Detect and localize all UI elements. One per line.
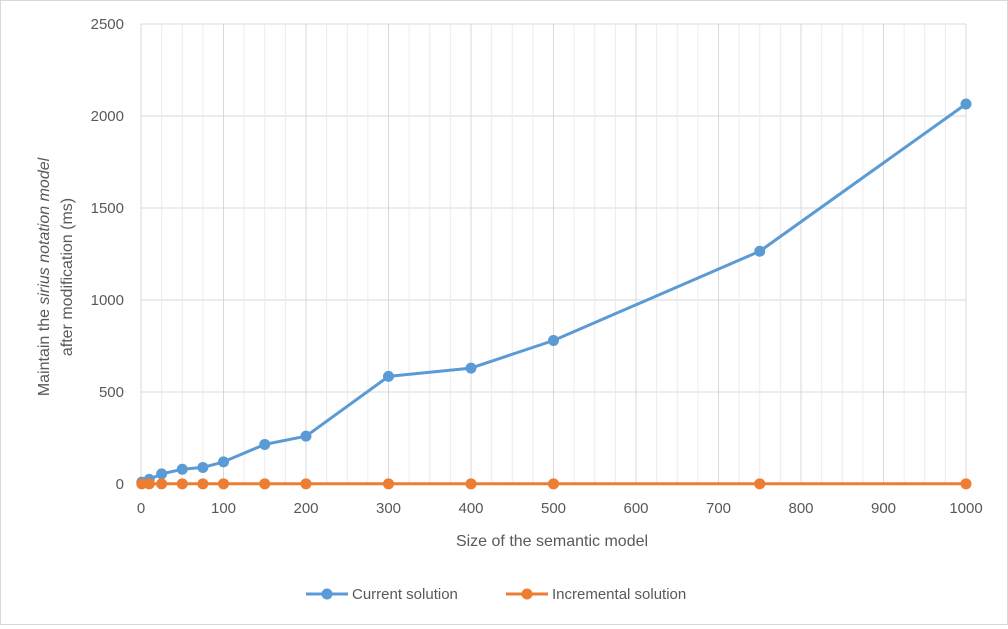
data-point — [197, 478, 209, 490]
x-axis-ticks: 0 100 200 300 400 500 600 700 800 900 1000 — [137, 500, 983, 517]
data-point — [197, 461, 209, 473]
y-tick-label: 1000 — [91, 292, 124, 309]
x-tick-label: 900 — [871, 500, 896, 517]
data-point — [960, 98, 972, 110]
y-tick-label: 1500 — [91, 200, 124, 217]
series-2 — [136, 478, 972, 490]
data-point — [156, 468, 168, 480]
x-tick-label: 300 — [376, 500, 401, 517]
data-point — [754, 478, 766, 490]
y-tick-label: 0 — [116, 476, 124, 493]
y-axis-ticks: 0 500 1000 1500 2000 2500 — [91, 16, 124, 493]
x-tick-label: 400 — [458, 500, 483, 517]
data-point — [383, 478, 394, 490]
x-tick-label: 0 — [137, 500, 145, 517]
data-point — [259, 438, 271, 450]
data-point — [383, 370, 394, 382]
grid-lines — [140, 23, 967, 485]
data-point — [548, 478, 559, 490]
x-tick-label: 100 — [211, 500, 236, 517]
x-tick-label: 1000 — [949, 500, 982, 517]
data-point — [218, 456, 229, 468]
data-point — [960, 478, 972, 490]
data-point — [259, 478, 271, 490]
legend-label: Current solution — [352, 586, 458, 603]
x-axis-title: Size of the semantic model — [456, 533, 648, 550]
x-tick-label: 200 — [293, 500, 318, 517]
y-tick-label: 500 — [99, 384, 124, 401]
legend-marker — [521, 588, 533, 600]
series-layer — [136, 98, 972, 490]
legend: Current solution Incremental solution — [306, 586, 686, 603]
data-point — [156, 478, 168, 490]
legend-marker — [321, 588, 333, 600]
y-tick-label: 2000 — [91, 108, 124, 125]
x-tick-label: 800 — [788, 500, 813, 517]
y-tick-label: 2500 — [91, 16, 124, 33]
data-point — [176, 463, 188, 475]
legend-item: Current solution — [306, 586, 458, 603]
y-axis-title-line-2: after modification (ms) — [59, 198, 76, 356]
data-point — [176, 478, 188, 490]
legend-label: Incremental solution — [552, 586, 686, 603]
legend-item: Incremental solution — [506, 586, 686, 603]
data-point — [300, 430, 312, 442]
data-point — [300, 478, 312, 490]
data-point — [465, 362, 477, 374]
data-point — [754, 245, 766, 257]
y-axis-title-line-1: Maintain the sirius notation model — [36, 157, 53, 396]
data-point — [218, 478, 229, 490]
data-point — [548, 334, 559, 346]
x-tick-label: 700 — [706, 500, 731, 517]
x-tick-label: 600 — [623, 500, 648, 517]
data-point — [143, 478, 155, 490]
x-tick-label: 500 — [541, 500, 566, 517]
data-point — [465, 478, 477, 490]
